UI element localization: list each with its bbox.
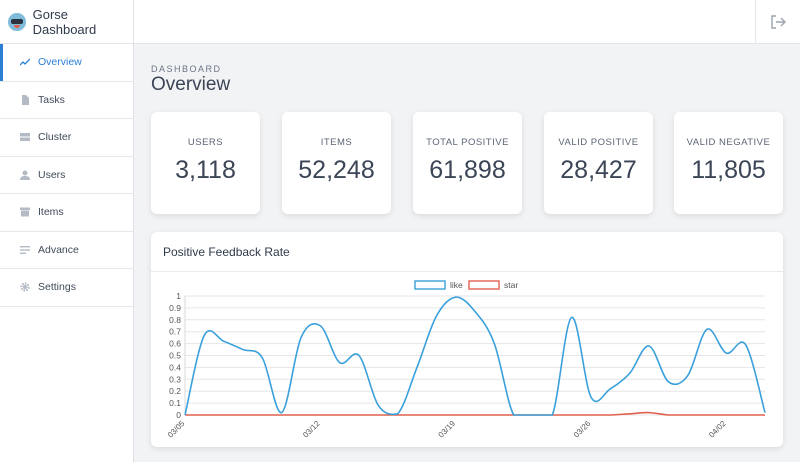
sidebar-item-label: Cluster [38,131,72,144]
topbar [134,0,800,44]
x-tick-label: 03/12 [301,419,322,440]
sidebar-item-label: Advance [38,243,79,256]
sidebar-item-users[interactable]: Users [0,157,133,194]
logout-button[interactable] [755,0,800,44]
y-tick-label: 0.7 [169,327,181,337]
sidebar-item-label: Users [38,168,66,181]
sidebar-item-overview[interactable]: Overview [0,44,133,82]
page-eyebrow: DASHBOARD [151,64,222,74]
sidebar-item-label: Settings [38,281,76,294]
y-tick-label: 0.1 [169,398,181,408]
legend-swatch-star [468,280,500,290]
trend-line-icon [20,57,30,67]
sidebar-item-cluster[interactable]: Cluster [0,119,133,157]
stat-label: TOTAL POSITIVE [426,137,509,148]
sidebar-nav: Overview Tasks Cluster Users Items Advance Set… [0,44,133,307]
stat-card-total-positive: TOTAL POSITIVE 61,898 [413,112,522,214]
server-icon [20,132,30,142]
y-tick-label: 0.4 [169,362,181,372]
logout-icon [771,15,786,29]
series-line-like [184,296,766,416]
x-tick-label: 04/02 [707,419,728,440]
sidebar-item-items[interactable]: Items [0,194,133,232]
archive-icon [20,207,30,217]
brand[interactable]: Gorse Dashboard [0,0,133,44]
gear-icon [20,282,30,292]
legend-swatch-like [414,280,446,290]
list-icon [20,245,30,255]
sidebar-item-settings[interactable]: Settings [0,269,133,307]
legend-label-like: like [450,280,463,290]
legend-label-star: star [504,280,518,290]
y-tick-label: 0 [176,410,181,420]
chart-panel-title: Positive Feedback Rate [151,232,783,272]
sidebar-item-advance[interactable]: Advance [0,232,133,269]
stat-card-items: ITEMS 52,248 [282,112,391,214]
chart-panel: Positive Feedback Rate 0 0.1 0.2 0.3 0.4 0.5 0… [151,232,783,447]
stat-value: 28,427 [560,156,637,184]
user-icon [20,170,30,180]
stat-value: 61,898 [429,156,506,184]
series-line-star [185,411,765,416]
x-tick-label: 03/26 [572,419,593,440]
sidebar-item-label: Tasks [38,93,65,106]
stat-label: VALID POSITIVE [558,137,639,148]
page-title: Overview [151,74,231,95]
stat-label: USERS [187,137,224,148]
stat-value: 11,805 [691,156,766,184]
y-tick-label: 0.5 [169,351,181,361]
y-tick-label: 0.6 [169,339,181,349]
sidebar-item-label: Overview [38,56,82,69]
file-icon [20,94,30,105]
x-tick-label: 03/05 [166,419,187,440]
stat-card-valid-positive: VALID POSITIVE 28,427 [544,112,653,214]
y-tick-label: 0.2 [169,386,181,396]
x-tick-label: 03/19 [437,419,458,440]
y-tick-label: 0.8 [169,315,181,325]
sidebar: Gorse Dashboard Overview Tasks Cluster User… [0,0,134,462]
stat-value: 52,248 [298,156,375,184]
stat-card-valid-negative: VALID NEGATIVE 11,805 [674,112,783,214]
stat-label: ITEMS [320,137,353,148]
y-tick-label: 1 [176,291,181,301]
y-tick-label: 0.9 [169,303,181,313]
y-tick-label: 0.3 [169,374,181,384]
positive-feedback-chart: 0 0.1 0.2 0.3 0.40.5 0.6 0.7 0.8 0.9 1 03/05 03/12 0… [166,280,766,440]
sidebar-item-label: Items [38,206,64,219]
sidebar-item-tasks[interactable]: Tasks [0,82,133,119]
app-name: Gorse Dashboard [32,6,97,37]
stat-card-users: USERS 3,118 [151,112,260,214]
stat-value: 3,118 [175,156,236,184]
gorse-logo [8,12,26,31]
stat-label: VALID NEGATIVE [686,137,771,148]
